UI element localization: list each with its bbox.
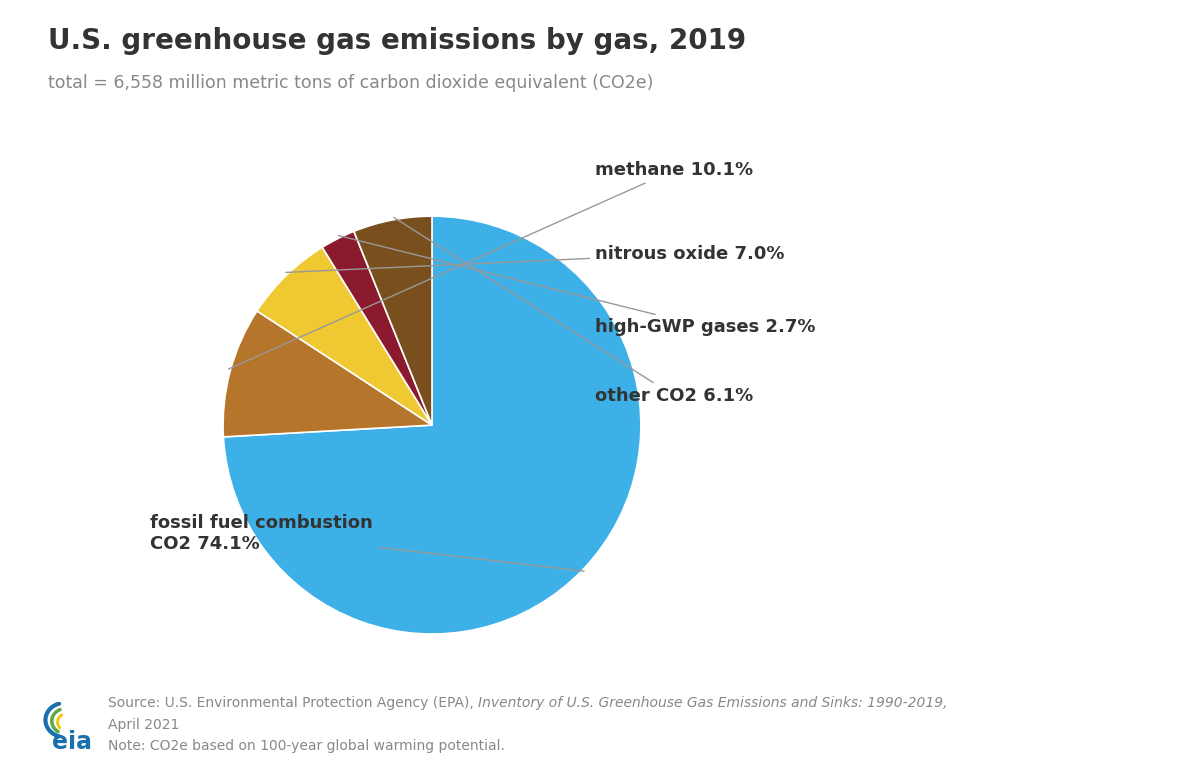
Text: total = 6,558 million metric tons of carbon dioxide equivalent (CO2e): total = 6,558 million metric tons of car… xyxy=(48,74,653,92)
Text: methane 10.1%: methane 10.1% xyxy=(229,161,754,369)
Text: Inventory of U.S. Greenhouse Gas Emissions and Sinks: 1990-2019,: Inventory of U.S. Greenhouse Gas Emissio… xyxy=(478,696,948,710)
Text: high-GWP gases 2.7%: high-GWP gases 2.7% xyxy=(338,236,816,336)
Wedge shape xyxy=(354,216,432,425)
Text: fossil fuel combustion
CO2 74.1%: fossil fuel combustion CO2 74.1% xyxy=(150,514,584,571)
Text: U.S. greenhouse gas emissions by gas, 2019: U.S. greenhouse gas emissions by gas, 20… xyxy=(48,27,746,55)
Text: other CO2 6.1%: other CO2 6.1% xyxy=(394,218,754,405)
Wedge shape xyxy=(257,247,432,425)
Text: eia: eia xyxy=(52,729,92,753)
Text: Note: CO2e based on 100-year global warming potential.: Note: CO2e based on 100-year global warm… xyxy=(108,739,505,753)
Wedge shape xyxy=(223,311,432,437)
Text: Source: U.S. Environmental Protection Agency (EPA),: Source: U.S. Environmental Protection Ag… xyxy=(108,696,478,710)
Text: nitrous oxide 7.0%: nitrous oxide 7.0% xyxy=(286,245,785,272)
Wedge shape xyxy=(323,232,432,425)
Wedge shape xyxy=(223,216,641,634)
Text: April 2021: April 2021 xyxy=(108,718,179,732)
